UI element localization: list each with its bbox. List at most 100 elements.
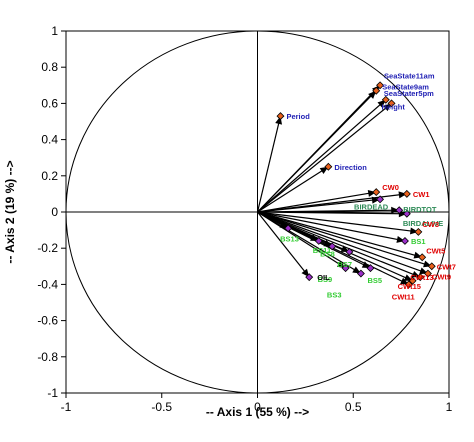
point-marker — [400, 236, 409, 245]
point-marker — [427, 262, 436, 271]
y-tick-label: 0.6 — [41, 96, 58, 110]
vector-line — [257, 211, 407, 215]
vector-line — [257, 198, 381, 213]
vector-line — [257, 102, 392, 213]
point-label: CWt5 — [426, 246, 445, 255]
vector-arrowhead — [398, 191, 407, 199]
point-label: BS1 — [411, 237, 426, 246]
x-axis-tick-marks — [65, 393, 450, 398]
vector-arrowhead — [391, 206, 400, 214]
point-marker — [414, 227, 423, 236]
vector-line — [256, 115, 282, 213]
x-tick-label: 0 — [254, 400, 261, 414]
point-marker — [381, 95, 390, 104]
vector-arrowhead — [377, 99, 386, 108]
point-label: BS9 — [318, 275, 333, 284]
point-label: CW1 — [413, 190, 430, 199]
vector-line — [257, 211, 406, 242]
point-label: SeaStater5pm — [384, 89, 434, 98]
y-tick-label: -0.8 — [37, 350, 58, 364]
y-tick-label: 0.8 — [41, 60, 58, 74]
y-tick-label: 1 — [51, 24, 58, 38]
point-marker — [408, 276, 417, 285]
point-label: CWt15 — [398, 282, 421, 291]
point-marker — [341, 264, 350, 273]
point-marker — [395, 206, 404, 215]
y-tick-label: -0.6 — [37, 314, 58, 328]
point-marker — [356, 269, 365, 278]
point-marker — [376, 81, 385, 90]
point-marker — [305, 273, 314, 282]
vector-line — [257, 90, 377, 213]
vector-arrowhead — [383, 103, 392, 112]
point-marker — [418, 253, 427, 262]
point-marker — [376, 195, 385, 204]
point-marker — [372, 86, 381, 95]
point-marker — [404, 280, 413, 289]
point-label: Period — [286, 112, 310, 121]
y-axis-tick-marks — [61, 30, 66, 394]
point-label: BS11 — [313, 246, 331, 255]
vector-line — [257, 211, 362, 275]
vector-arrowhead — [368, 90, 377, 99]
point-marker — [402, 209, 411, 218]
vector-arrowhead — [371, 196, 381, 204]
point-marker — [423, 269, 432, 278]
loading-vectors — [256, 84, 432, 285]
vector-arrowhead — [301, 268, 310, 278]
vector-line — [257, 211, 421, 278]
point-marker — [345, 247, 354, 256]
point-label: BIRDEAD — [354, 202, 389, 211]
point-label: CW3 — [422, 220, 439, 229]
point-marker — [276, 112, 285, 121]
vector-line — [257, 211, 310, 278]
y-tick-label: 0 — [51, 205, 58, 219]
point-label: BIRDALIVE — [403, 219, 443, 228]
vector-arrowhead — [336, 260, 346, 269]
vector-arrowhead — [319, 166, 329, 175]
point-label: Direction — [334, 163, 367, 172]
x-axis-title: -- Axis 1 (55 %) --> — [206, 405, 309, 419]
point-label: CWt9 — [432, 273, 451, 282]
x-tick-label: 1 — [446, 400, 453, 414]
point-marker — [366, 264, 375, 273]
y-tick-label: 0.4 — [41, 133, 58, 147]
y-axis-title: -- Axis 2 (19 %) --> — [3, 160, 17, 263]
point-marker — [402, 189, 411, 198]
point-label: BS3 — [327, 291, 342, 300]
point-label: BS8 — [320, 249, 335, 258]
point-label: BS7 — [337, 260, 352, 269]
point-marker — [314, 236, 323, 245]
vector-line — [257, 211, 423, 258]
point-label: SeaState11am — [384, 71, 435, 80]
point-label: BS5 — [367, 276, 382, 285]
x-tick-label: 0.5 — [345, 400, 362, 414]
point-marker — [387, 99, 396, 108]
x-tick-label: -1 — [61, 400, 72, 414]
point-marker — [324, 162, 333, 171]
vector-line — [257, 191, 377, 213]
point-label: BS13 — [280, 234, 299, 243]
point-label: SeaState9am — [382, 83, 429, 92]
vector-arrowhead — [409, 227, 419, 235]
vector-line — [257, 211, 432, 267]
y-tick-label: 0.2 — [41, 169, 58, 183]
point-label: CWt7 — [437, 262, 456, 271]
y-tick-label: -0.2 — [37, 241, 58, 255]
point-label: OIL — [317, 273, 330, 282]
point-label: CW0 — [382, 183, 399, 192]
y-axis-tick-labels: 1 0.8 0.6 0.4 0.2 0 -0.2 -0.4 -0.6 -0.8 -1 — [37, 24, 58, 400]
point-label: Height — [382, 102, 406, 111]
point-marker — [372, 188, 381, 197]
point-markers — [276, 81, 436, 289]
y-tick-label: -1 — [47, 386, 58, 400]
point-label: CWt11 — [392, 292, 415, 301]
vector-line — [257, 211, 429, 275]
point-marker — [284, 224, 293, 233]
vector-line — [257, 211, 419, 233]
point-label: CWt13 — [410, 273, 433, 282]
y-tick-label: -0.4 — [37, 277, 58, 291]
point-label: BIRDTOT — [403, 205, 437, 214]
